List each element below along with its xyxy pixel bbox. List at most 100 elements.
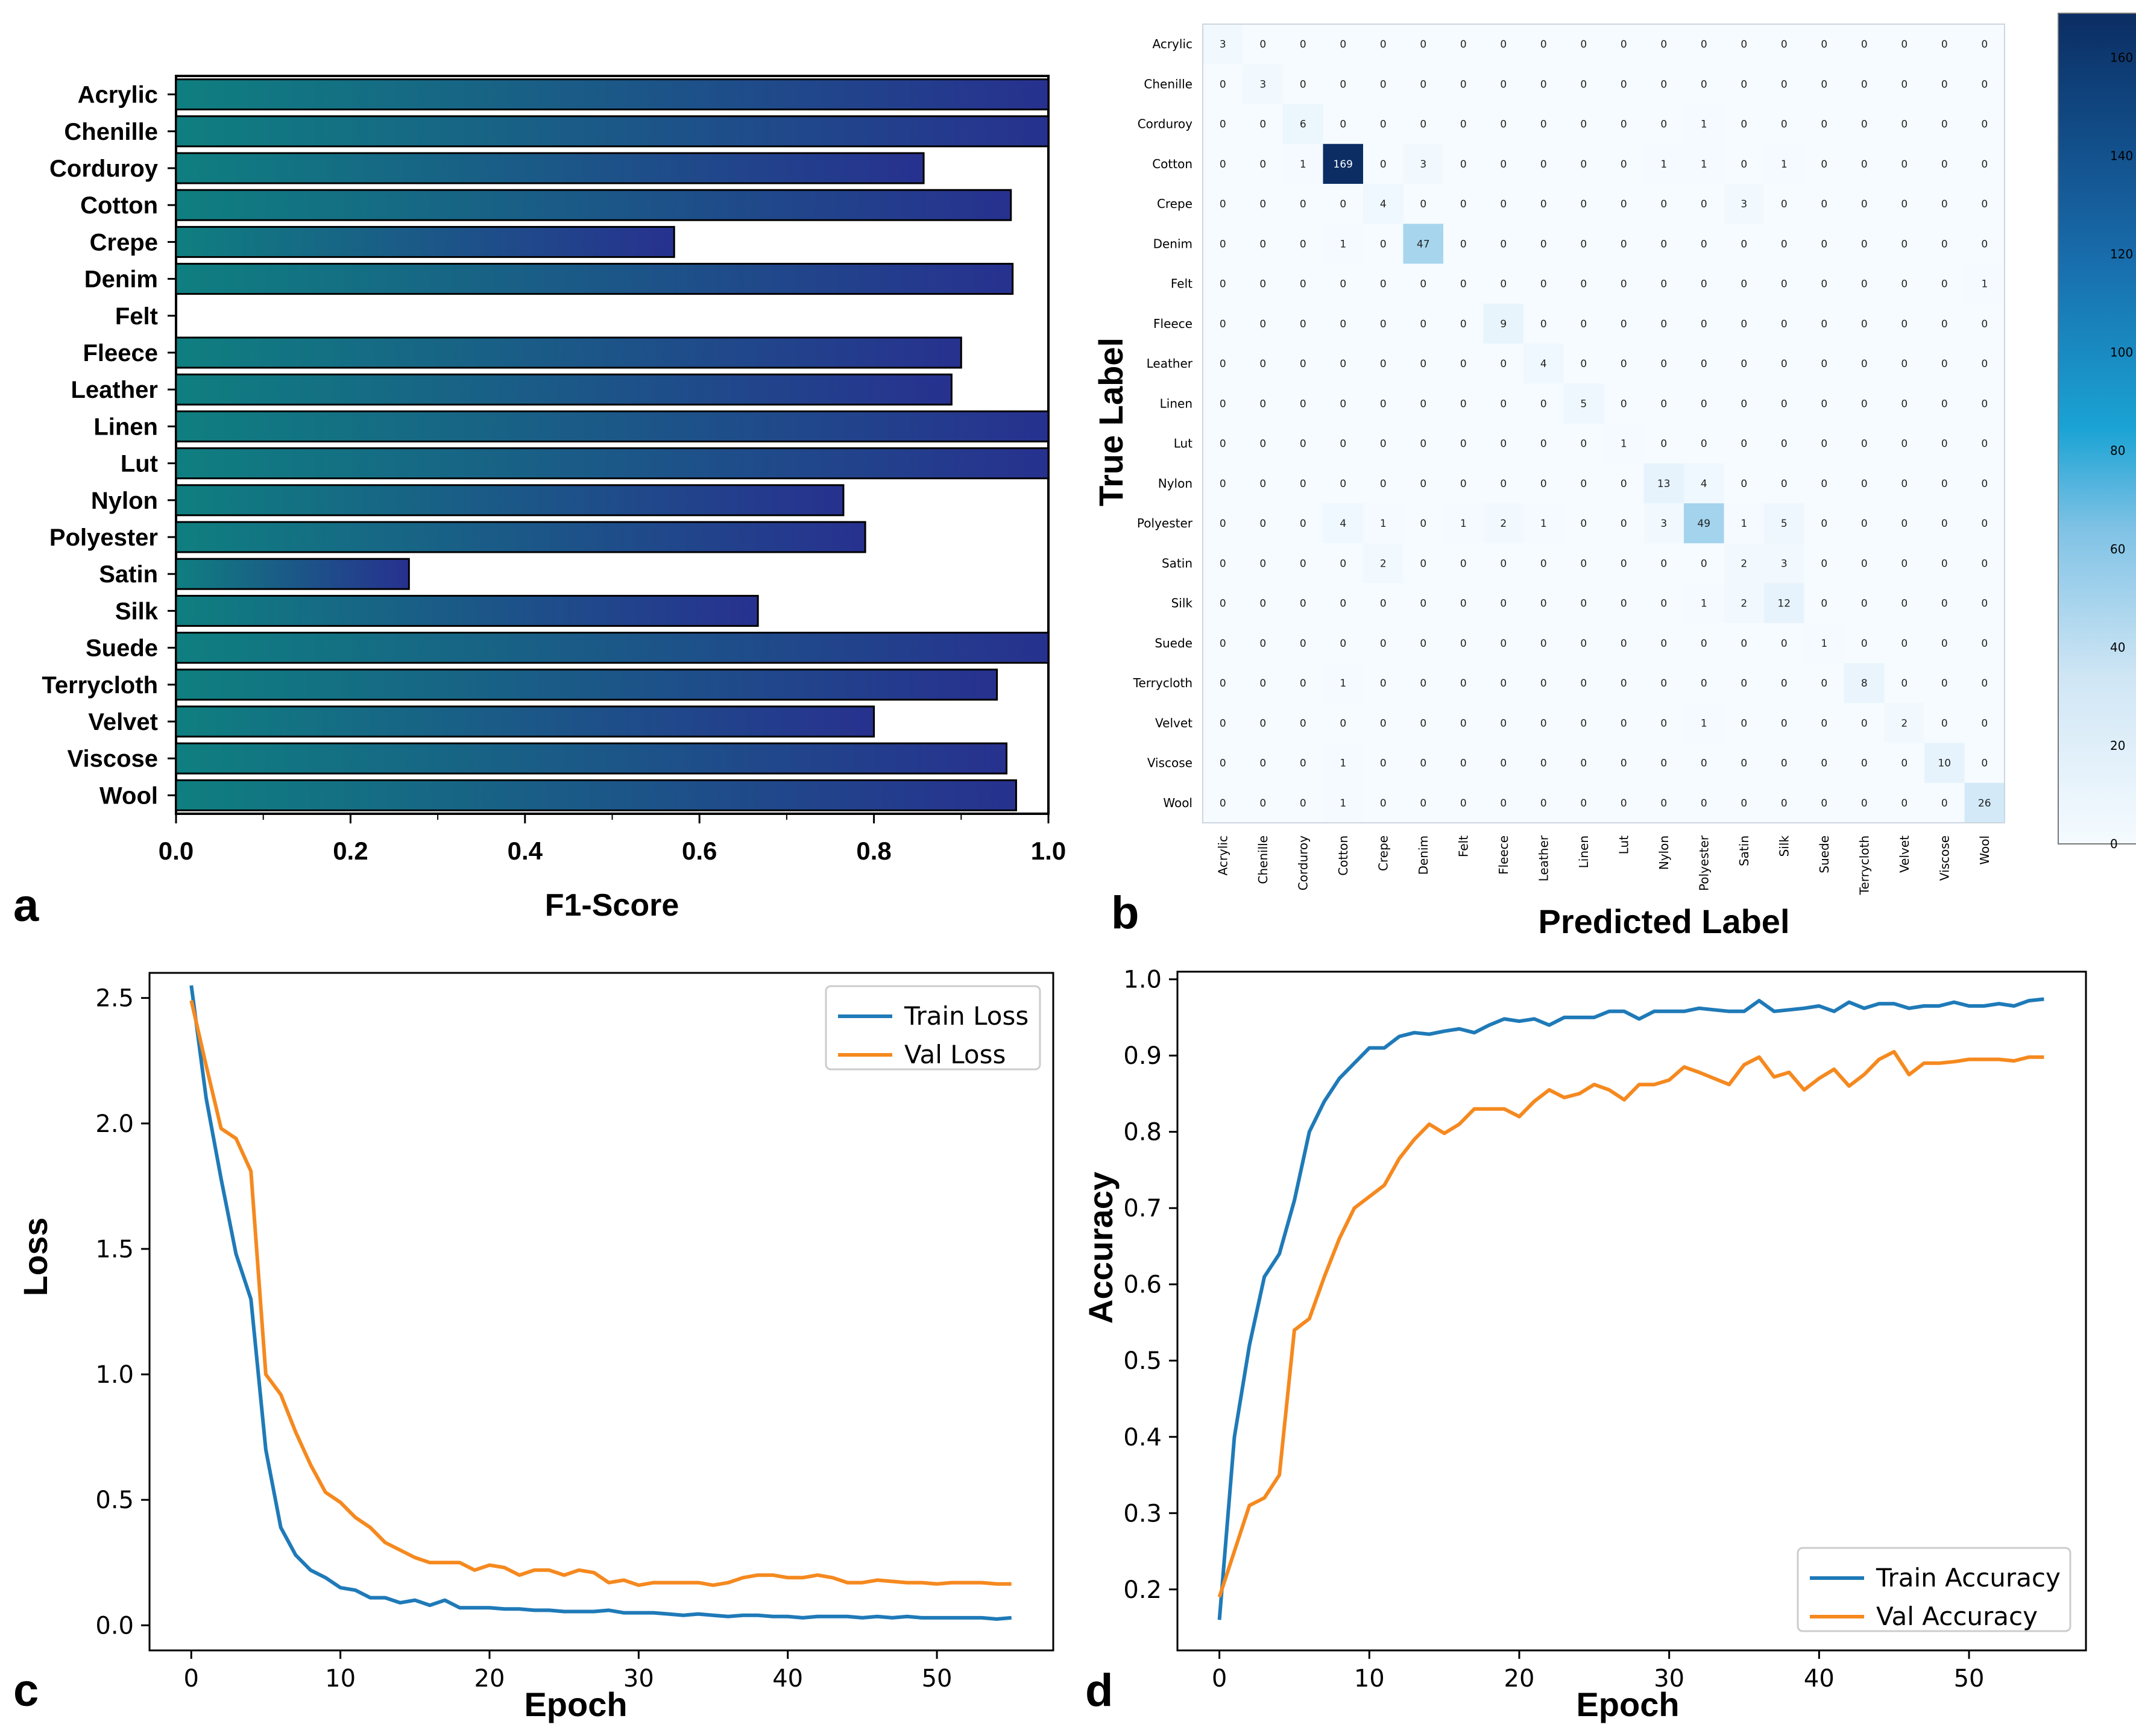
y-tick-label: 1.0: [1123, 966, 1162, 994]
panel-b-confusion-matrix: 3 0 0 0 0 0 0 0 0 0 0 0 0 0 0 0 0 0 0 0 0 3 0 0 0 0 0 0 0 0 0 0 0 0 0 0 0 0 0 0…: [1092, 13, 2136, 940]
matrix-cell-value: 0: [1861, 518, 1868, 530]
matrix-cell-value: 0: [1340, 398, 1346, 410]
matrix-cell: [1604, 583, 1644, 624]
y-tick-label: Cotton: [80, 192, 158, 219]
matrix-cell-value: 0: [1420, 678, 1426, 690]
matrix-cell: [1203, 104, 1243, 145]
matrix-cell-value: 0: [1781, 758, 1788, 770]
matrix-cell-value: 0: [1460, 198, 1467, 210]
matrix-cell-value: 0: [1701, 638, 1707, 650]
matrix-cell: [1403, 543, 1444, 583]
matrix-cell-value: 0: [1540, 678, 1547, 690]
matrix-cell: [1443, 263, 1484, 304]
x-tick-label: 20: [1504, 1665, 1535, 1693]
matrix-cell-value: 0: [1420, 198, 1426, 210]
row-label: Leather: [1147, 356, 1193, 371]
matrix-cell: [1563, 623, 1604, 664]
matrix-cell-value: 3: [1741, 198, 1747, 210]
matrix-cell: [1964, 503, 2005, 544]
matrix-cell-value: 0: [1701, 238, 1707, 250]
y-tick-label: Wool: [99, 782, 158, 809]
matrix-cell: [1684, 463, 1724, 504]
matrix-cell: [1604, 383, 1644, 424]
row-label: Felt: [1171, 277, 1192, 291]
x-tick-label: 40: [772, 1665, 803, 1693]
matrix-cell-value: 0: [1380, 358, 1387, 370]
matrix-cell: [1483, 303, 1524, 344]
matrix-cell-value: 0: [1861, 78, 1868, 90]
matrix-cell: [1243, 782, 1284, 823]
matrix-cell-value: 0: [1500, 159, 1507, 171]
matrix-cell-value: 0: [1340, 78, 1346, 90]
matrix-cell: [1443, 143, 1484, 184]
y-tick-label: Nylon: [91, 488, 158, 514]
matrix-cell-value: 0: [1660, 198, 1667, 210]
bar-suede: [175, 632, 1050, 664]
bar-corduroy: [175, 152, 925, 184]
y-tick-label: Velvet: [88, 709, 158, 735]
matrix-cell-value: 0: [1821, 558, 1827, 570]
matrix-cell-value: 0: [1460, 717, 1467, 729]
matrix-cell-value: 0: [1660, 78, 1667, 90]
matrix-cell: [1323, 224, 1364, 264]
matrix-cell: [1724, 703, 1765, 743]
column-label: Crepe: [1376, 835, 1390, 871]
matrix-cell: [1804, 383, 1845, 424]
matrix-cell: [1443, 184, 1484, 224]
matrix-cell: [1964, 623, 2005, 664]
matrix-cell-value: 26: [1978, 797, 1991, 810]
panel-d-accuracy-chart: 0 10 20 30 40 50 0.2 0.3 0.4 0.5 0.6 0.7 0.8 0.9 1.0 T…: [1082, 966, 2087, 1723]
matrix-cell: [1363, 383, 1404, 424]
matrix-cell: [1844, 104, 1885, 145]
matrix-cell: [1724, 463, 1765, 504]
bar-crepe: [175, 225, 675, 258]
matrix-cell: [1964, 703, 2005, 743]
matrix-cell-value: 0: [1621, 238, 1627, 250]
matrix-cell-value: 1: [1981, 278, 1988, 291]
matrix-cell: [1804, 64, 1845, 104]
y-tick-label: Suede: [86, 635, 158, 662]
matrix-cell: [1764, 703, 1804, 743]
matrix-cell: [1964, 224, 2005, 264]
matrix-cell: [1403, 423, 1444, 464]
x-tick-label: 10: [1354, 1665, 1385, 1693]
matrix-cell: [1203, 663, 1243, 703]
matrix-cell: [1403, 383, 1444, 424]
y-tick-label: Corduroy: [49, 156, 159, 182]
matrix-cell: [1203, 64, 1243, 104]
matrix-cell: [1403, 224, 1444, 264]
matrix-cell-value: 0: [1861, 238, 1868, 250]
matrix-cell-value: 0: [1901, 159, 1908, 171]
matrix-cell-value: 0: [1300, 238, 1306, 250]
matrix-cell: [1523, 583, 1564, 624]
matrix-cell: [1604, 463, 1644, 504]
matrix-cell: [1283, 543, 1323, 583]
matrix-cell: [1243, 383, 1284, 424]
matrix-cell: [1924, 184, 1965, 224]
matrix-cell-value: 1: [1741, 518, 1747, 530]
matrix-cell: [1924, 224, 1965, 264]
bar-cotton: [175, 189, 1012, 221]
matrix-cell: [1764, 423, 1804, 464]
matrix-cell-value: 0: [1660, 318, 1667, 330]
matrix-cell: [1563, 184, 1604, 224]
matrix-cell-value: 0: [1580, 797, 1587, 810]
panel-letter-b: b: [1111, 887, 1139, 939]
matrix-cell: [1323, 463, 1364, 504]
matrix-cell: [1443, 623, 1484, 664]
matrix-cell: [1884, 782, 1925, 823]
matrix-cell: [1684, 104, 1724, 145]
matrix-cell-value: 0: [1821, 398, 1827, 410]
matrix-cell-value: 4: [1340, 518, 1346, 530]
matrix-cell-value: 49: [1697, 518, 1710, 530]
matrix-cell: [1243, 303, 1284, 344]
matrix-cell-value: 47: [1417, 238, 1430, 250]
matrix-cell: [1643, 143, 1684, 184]
matrix-cell-value: 0: [1741, 638, 1747, 650]
matrix-cell-value: 0: [1580, 678, 1587, 690]
matrix-cell: [1604, 543, 1644, 583]
matrix-cell: [1483, 224, 1524, 264]
matrix-cell: [1443, 782, 1484, 823]
matrix-cell: [1563, 703, 1604, 743]
matrix-cell-value: 0: [1701, 398, 1707, 410]
